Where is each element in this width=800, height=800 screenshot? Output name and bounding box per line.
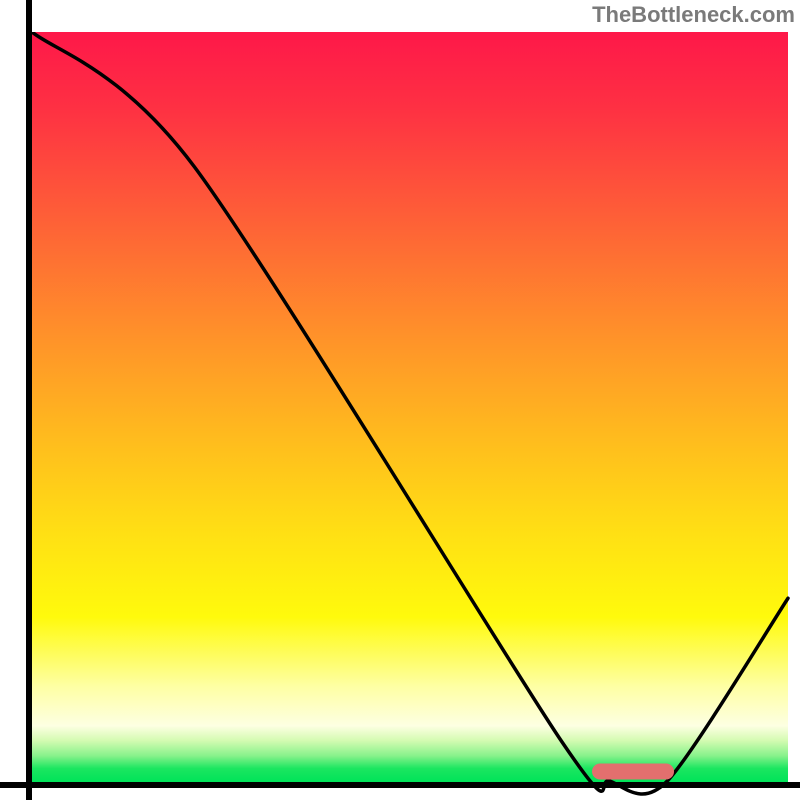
chart-container: TheBottleneck.com — [0, 0, 800, 800]
attribution-text: TheBottleneck.com — [592, 2, 795, 27]
chart-svg: TheBottleneck.com — [0, 0, 800, 800]
optimal-range-marker — [592, 764, 674, 780]
plot-area — [32, 32, 788, 782]
